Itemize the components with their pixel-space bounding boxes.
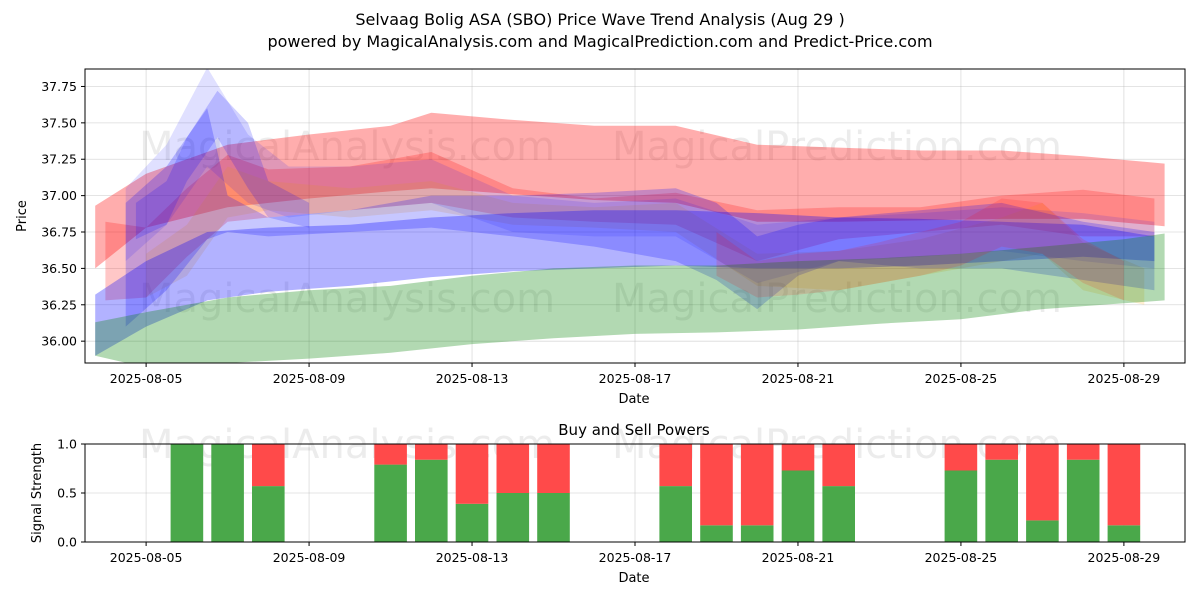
buy-bar [700,525,733,542]
price-chart: MagicalAnalysis.com MagicalPrediction.co… [15,68,1186,407]
buy-bar [781,470,815,542]
buy-bar [659,486,692,542]
sell-bar [537,444,570,493]
buy-bar [374,464,407,542]
price-chart-x-ticks: 2025-08-05 2025-08-09 2025-08-13 2025-08-17… [110,363,1160,386]
price-band-green-6 [95,233,1165,363]
buy-bar [1026,520,1059,542]
buy-bar [496,493,530,542]
price-x-tick-label: 2025-08-09 [273,371,346,386]
price-x-tick-label: 2025-08-29 [1088,371,1161,386]
watermark-lower-left: MagicalAnalysis.com [139,276,555,322]
signal-chart-y-ticks: 0.0 0.5 1.0 [57,437,85,550]
signal-chart-x-ticks: 2025-08-05 2025-08-09 2025-08-13 2025-08-17… [110,542,1160,565]
sell-bar [1026,444,1059,521]
price-x-tick-label: 2025-08-17 [599,371,672,386]
sell-bar [415,444,448,460]
signal-x-tick-label: 2025-08-09 [273,550,346,565]
buy-bar [1066,459,1100,542]
buy-bar [822,486,855,542]
sell-bar [822,444,855,487]
price-y-tick-label: 36.50 [41,261,77,276]
sell-bar [740,444,774,526]
watermark-lower-right: MagicalPrediction.com [612,276,1062,322]
buy-bar [252,486,285,542]
buy-bar [537,493,570,542]
sell-bar [374,444,407,465]
price-band-red-0 [95,112,1165,269]
price-band-red-1 [105,152,1155,301]
watermark-upper-left: MagicalAnalysis.com [139,124,555,170]
buy-bar [944,470,978,542]
buy-bar [415,459,448,542]
price-y-tick-label: 36.00 [41,334,77,349]
sell-bar [944,444,978,471]
price-y-tick-label: 37.50 [41,115,77,130]
buy-bar [455,503,489,542]
price-x-tick-label: 2025-08-21 [762,371,835,386]
signal-chart-y-label: Signal Strength [30,443,45,543]
price-chart-y-ticks: 36.00 36.25 36.50 36.75 37.00 37.25 37.50 37.75 [41,79,85,349]
watermark-upper-right: MagicalPrediction.com [612,124,1062,170]
signal-chart: Buy and Sell Powers MagicalAnalysis.com … [30,421,1186,586]
buy-bar [170,444,204,542]
signal-x-tick-label: 2025-08-21 [762,550,835,565]
sell-bar [985,444,1018,460]
price-chart-grid [85,69,1185,363]
buy-bar [740,525,774,542]
price-wave-bands [95,69,1165,363]
buy-bar [985,459,1018,542]
price-y-tick-label: 37.25 [41,152,77,167]
signal-y-tick-label: 0.5 [57,486,77,501]
signal-chart-x-label: Date [618,571,649,586]
price-x-tick-label: 2025-08-25 [925,371,998,386]
signal-y-tick-label: 0.0 [57,535,77,550]
price-chart-y-label: Price [15,200,30,232]
sell-bar [455,444,489,504]
figure-title: Selvaag Bolig ASA (SBO) Price Wave Trend… [355,10,844,29]
signal-y-tick-label: 1.0 [57,437,77,452]
signal-x-tick-label: 2025-08-29 [1088,550,1161,565]
sell-bar [700,444,733,526]
buy-bar [1107,525,1141,542]
price-x-tick-label: 2025-08-13 [436,371,509,386]
sell-bar [781,444,815,471]
price-y-tick-label: 37.00 [41,188,77,203]
sell-bar [1107,444,1141,526]
price-band-blue-5 [95,210,1155,356]
signal-x-tick-label: 2025-08-13 [436,550,509,565]
figure-subtitle: powered by MagicalAnalysis.com and Magic… [267,32,932,51]
signal-chart-title: Buy and Sell Powers [558,421,710,439]
price-band-blue-3 [125,69,1155,283]
buy-bar [211,444,244,542]
price-band-orange-2 [146,166,1145,305]
price-x-tick-label: 2025-08-05 [110,371,183,386]
signal-x-tick-label: 2025-08-17 [599,550,672,565]
price-y-tick-label: 36.25 [41,297,77,312]
sell-bar [496,444,530,493]
price-y-tick-label: 36.75 [41,225,77,240]
sell-bar [659,444,692,487]
signal-bars [170,444,1141,542]
price-band-blue-4 [125,108,1155,327]
sell-bar [252,444,285,487]
sell-bar [1066,444,1100,460]
signal-x-tick-label: 2025-08-25 [925,550,998,565]
price-y-tick-label: 37.75 [41,79,77,94]
price-chart-x-label: Date [618,392,649,407]
signal-x-tick-label: 2025-08-05 [110,550,183,565]
price-band-blue-7 [135,90,310,240]
price-chart-watermarks: MagicalAnalysis.com MagicalPrediction.co… [139,124,1062,322]
price-band-red-8 [716,198,1124,301]
